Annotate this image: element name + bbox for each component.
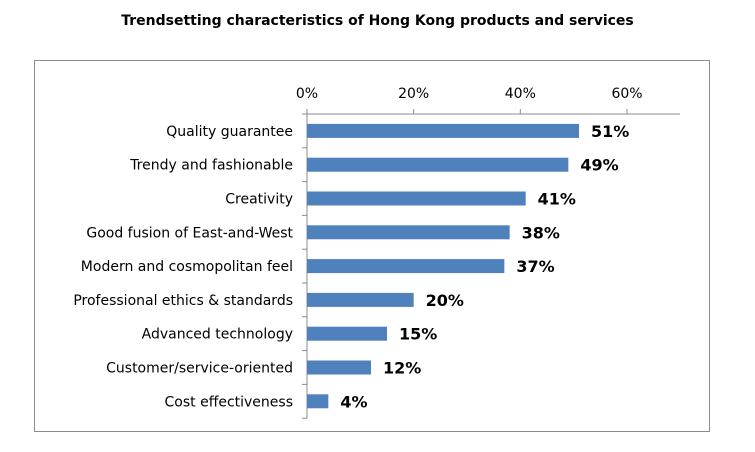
bar bbox=[307, 360, 371, 375]
data-label: 41% bbox=[538, 190, 576, 209]
bar bbox=[307, 123, 579, 138]
category-label: Trendy and fashionable bbox=[129, 158, 293, 174]
category-label: Customer/service-oriented bbox=[106, 361, 293, 377]
category-label: Modern and cosmopolitan feel bbox=[81, 259, 293, 275]
category-label: Advanced technology bbox=[142, 327, 293, 343]
data-label: 12% bbox=[383, 359, 421, 378]
data-label: 20% bbox=[426, 291, 464, 310]
bar bbox=[307, 326, 387, 341]
category-label: Good fusion of East-and-West bbox=[86, 225, 293, 241]
data-label: 37% bbox=[516, 257, 554, 276]
data-label: 49% bbox=[580, 156, 618, 175]
category-label: Quality guarantee bbox=[166, 124, 293, 140]
data-label: 38% bbox=[522, 223, 560, 242]
bar bbox=[307, 191, 526, 206]
x-tick-label: 0% bbox=[296, 86, 318, 102]
bar bbox=[307, 157, 569, 172]
data-label: 51% bbox=[591, 122, 629, 141]
data-label: 15% bbox=[399, 325, 437, 344]
bar bbox=[307, 292, 414, 307]
x-tick-label: 20% bbox=[398, 86, 429, 102]
chart-title: Trendsetting characteristics of Hong Kon… bbox=[121, 13, 634, 29]
x-tick-label: 40% bbox=[505, 86, 536, 102]
bar bbox=[307, 394, 329, 409]
x-tick-label: 60% bbox=[611, 86, 642, 102]
bar bbox=[307, 259, 505, 274]
category-label: Professional ethics & standards bbox=[73, 293, 293, 309]
chart-frame bbox=[34, 60, 710, 432]
category-label: Cost effectiveness bbox=[165, 394, 294, 410]
data-label: 4% bbox=[340, 392, 367, 411]
bar bbox=[307, 225, 510, 240]
category-label: Creativity bbox=[225, 192, 293, 208]
